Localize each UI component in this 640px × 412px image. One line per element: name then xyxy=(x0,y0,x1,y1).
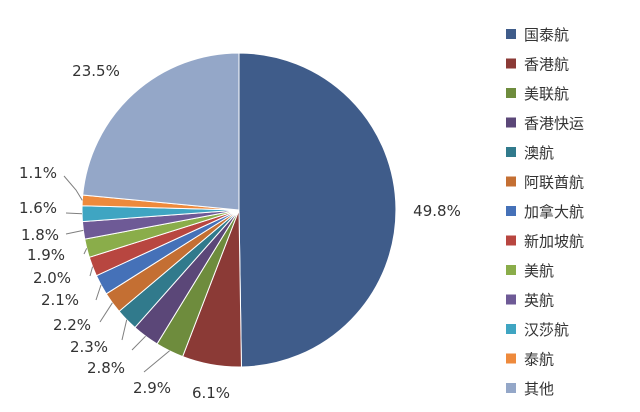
data-label-9: 1.9% xyxy=(27,246,65,264)
legend-label-3: 美联航 xyxy=(524,85,569,103)
legend-label-11: 汉莎航 xyxy=(524,321,569,339)
leader-line-10 xyxy=(65,229,84,235)
legend-label-7: 加拿大航 xyxy=(524,203,584,221)
percent-labels: 49.8% 6.1% 2.9% 2.8% 2.3% 2.2% 2.1% 2.0% 1.9% 1.8… xyxy=(19,62,461,402)
legend-swatch-9 xyxy=(506,265,516,275)
leader-line-5 xyxy=(121,319,128,341)
legend-swatch-10 xyxy=(506,294,516,305)
leader-line-7 xyxy=(95,284,102,301)
legend-swatch-3 xyxy=(506,88,516,98)
legend-label-13: 其他 xyxy=(524,380,554,398)
legend-label-8: 新加坡航 xyxy=(524,233,584,251)
pie-slice-1 xyxy=(238,52,397,368)
leader-line-9 xyxy=(83,248,88,255)
legend-swatch-8 xyxy=(506,235,516,246)
legend-swatch-1 xyxy=(506,29,516,39)
data-label-11: 1.6% xyxy=(19,199,57,217)
leader-line-11 xyxy=(65,212,83,215)
leader-line-8 xyxy=(89,266,94,277)
data-label-2: 6.1% xyxy=(192,384,230,402)
data-label-5: 2.3% xyxy=(70,338,108,356)
legend-swatch-11 xyxy=(506,324,516,334)
leader-line-4 xyxy=(131,335,146,351)
leader-lines xyxy=(63,175,170,373)
legend-label-12: 泰航 xyxy=(524,351,554,369)
data-label-13: 23.5% xyxy=(72,62,120,80)
legend-swatch-12 xyxy=(506,353,516,364)
data-label-12: 1.1% xyxy=(19,164,57,182)
legend-swatch-5 xyxy=(506,147,516,157)
legend-label-10: 英航 xyxy=(524,292,554,310)
legend-swatch-7 xyxy=(506,206,516,216)
legend-swatch-4 xyxy=(506,117,516,128)
data-label-10: 1.8% xyxy=(21,226,59,244)
legend-label-2: 香港航 xyxy=(524,56,569,74)
legend-label-6: 阿联酋航 xyxy=(524,174,584,192)
data-label-4: 2.8% xyxy=(87,359,125,377)
data-label-6: 2.2% xyxy=(53,316,91,334)
legend-label-9: 美航 xyxy=(524,262,554,280)
data-label-3: 2.9% xyxy=(133,379,171,397)
pie-slice-13 xyxy=(82,52,240,211)
leader-line-12 xyxy=(63,175,83,201)
data-label-8: 2.0% xyxy=(33,269,71,287)
legend-swatch-6 xyxy=(506,176,516,187)
pie-slices xyxy=(81,52,397,368)
leader-line-3 xyxy=(143,350,170,373)
legend-swatch-2 xyxy=(506,58,516,69)
leader-line-6 xyxy=(99,302,113,323)
data-label-7: 2.1% xyxy=(41,291,79,309)
legend-label-4: 香港快运 xyxy=(524,115,584,133)
legend-label-1: 国泰航 xyxy=(524,26,569,44)
legend-swatch-13 xyxy=(506,383,516,393)
data-label-1: 49.8% xyxy=(413,202,461,220)
legend-label-5: 澳航 xyxy=(524,144,554,162)
